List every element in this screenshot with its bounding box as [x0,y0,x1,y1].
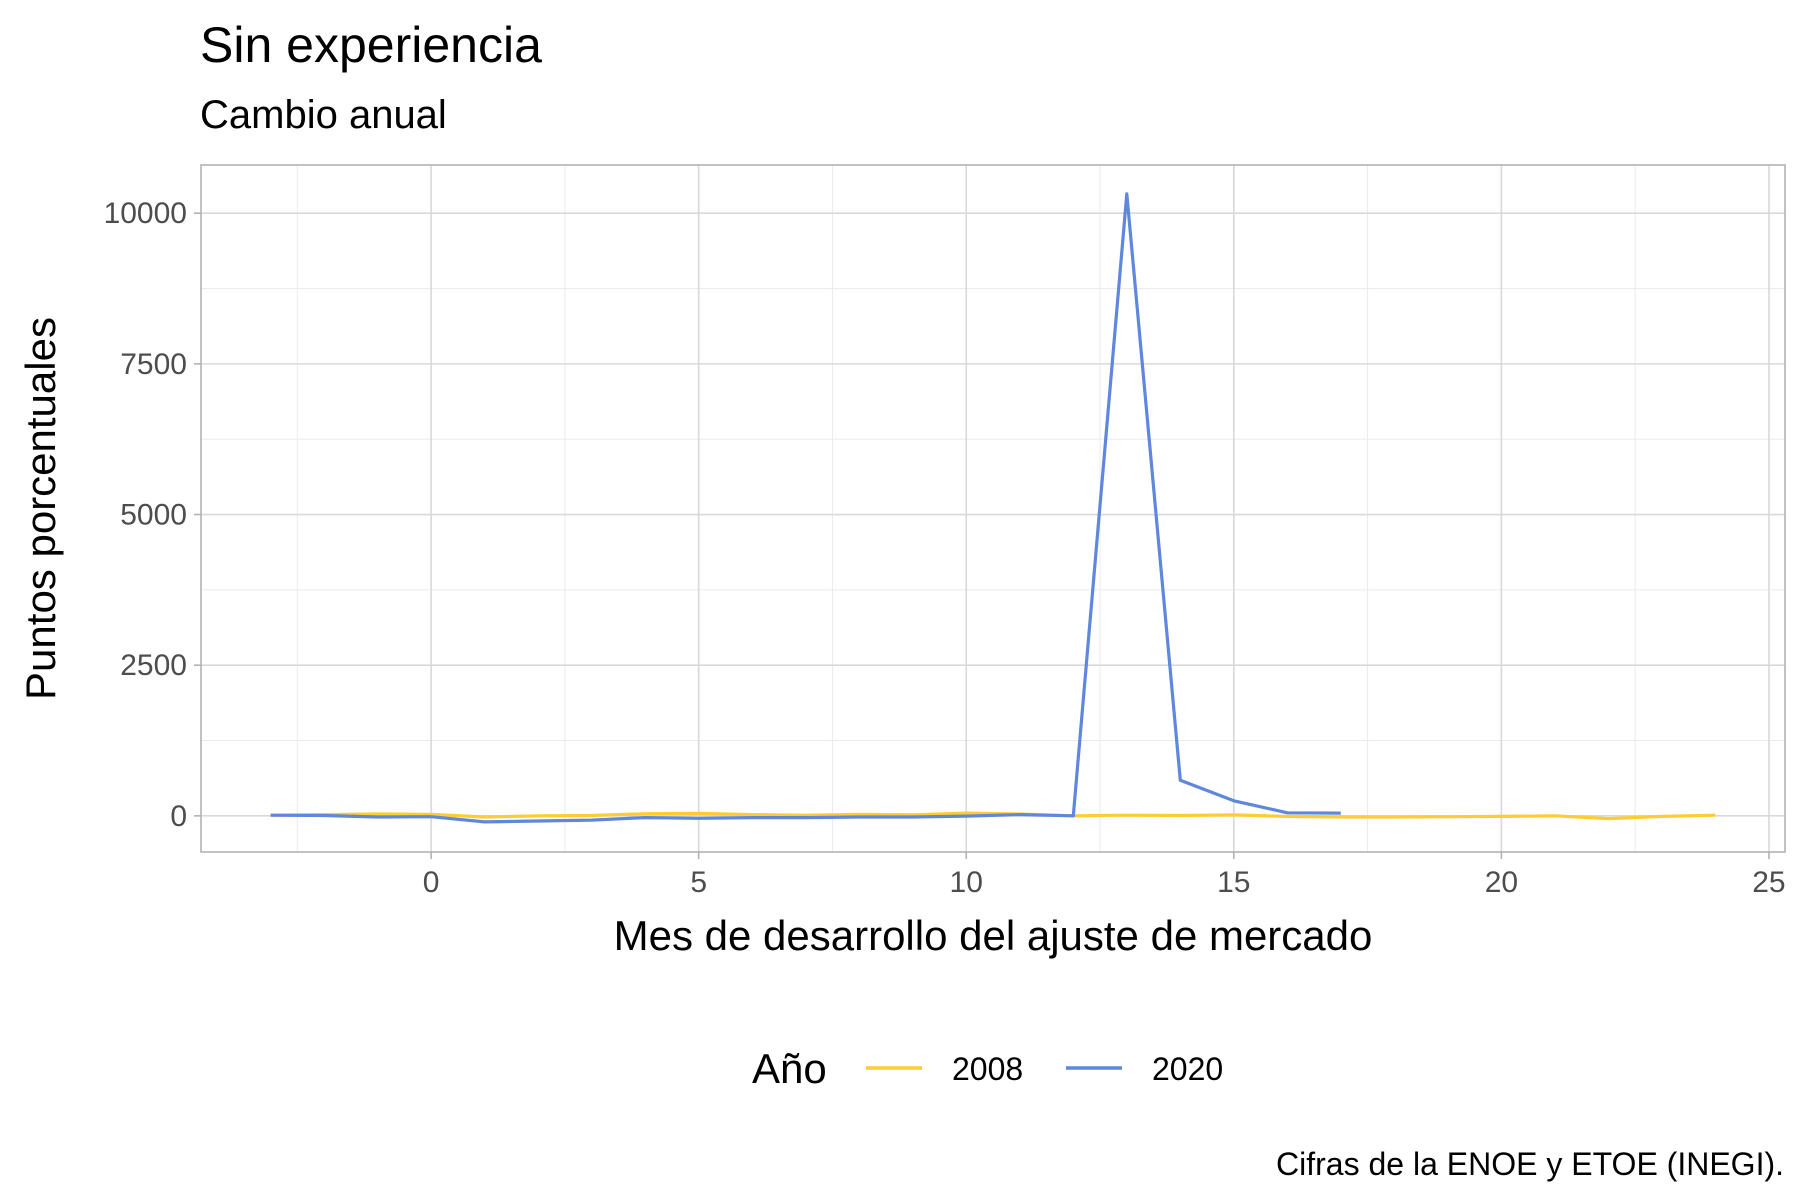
x-tick-label: 25 [1752,866,1785,899]
y-tick-label: 7500 [120,348,187,381]
legend-label-2008: 2008 [952,1051,1023,1087]
x-tick-label: 15 [1217,866,1250,899]
legend-title: Año [752,1045,827,1092]
legend: Año 2008 2020 [752,1045,1223,1092]
y-tick-label: 0 [170,800,187,833]
legend-label-2020: 2020 [1152,1051,1223,1087]
y-axis-title: Puntos porcentuales [17,317,64,700]
series-lines [270,192,1716,824]
minor-gridlines [201,165,1785,852]
y-tick-label: 10000 [104,197,187,230]
x-axis-title: Mes de desarrollo del ajuste de mercado [614,912,1373,959]
x-tick-label: 0 [423,866,440,899]
y-tick-label: 2500 [120,649,187,682]
x-axis: 0 5 10 15 20 25 [423,852,1786,899]
series-line-2008 [270,811,1716,821]
y-tick-label: 5000 [120,499,187,532]
plot-panel-border [200,164,1786,853]
x-tick-label: 10 [950,866,983,899]
x-tick-label: 20 [1485,866,1518,899]
series-line-2020 [270,192,1341,824]
y-axis: 0 2500 5000 7500 10000 [104,197,201,833]
chart-caption: Cifras de la ENOE y ETOE (INEGI). [1276,1146,1784,1182]
chart-title: Sin experiencia [200,17,542,73]
chart-subtitle: Cambio anual [200,93,447,137]
x-tick-label: 5 [690,866,707,899]
major-gridlines [201,165,1785,852]
